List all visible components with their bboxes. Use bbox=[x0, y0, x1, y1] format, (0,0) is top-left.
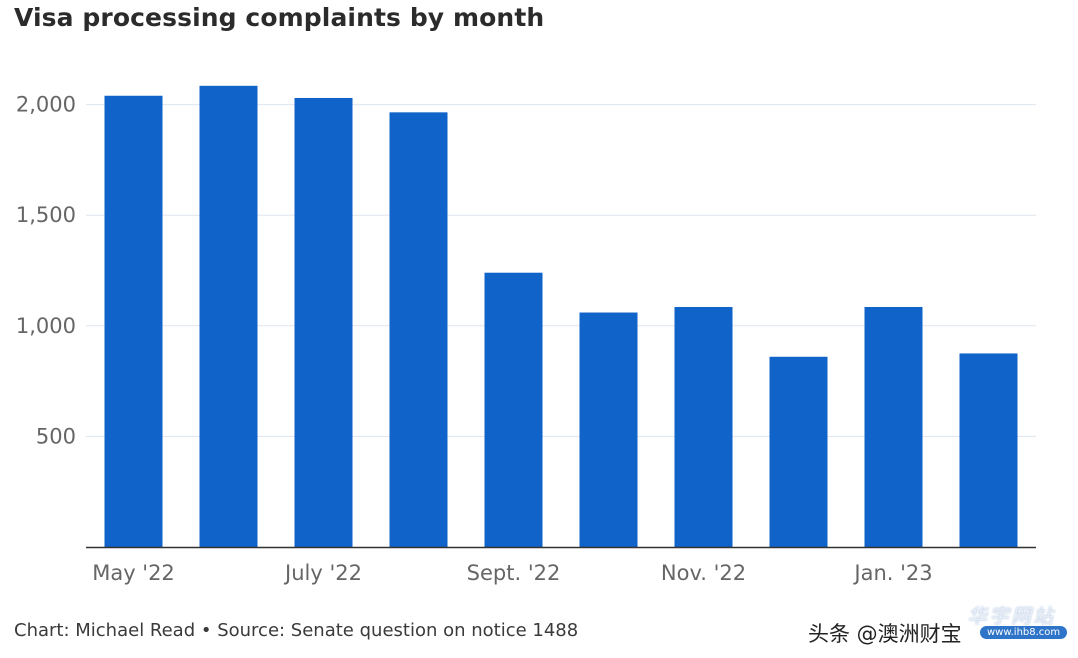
bar bbox=[769, 356, 828, 547]
y-tick-label: 1,500 bbox=[16, 203, 76, 227]
x-tick-label: July '22 bbox=[283, 561, 362, 585]
watermark-logo: 华宇网站 www.ihb8.com bbox=[958, 600, 1068, 648]
bar bbox=[864, 306, 923, 547]
x-tick-label: Sept. '22 bbox=[467, 561, 561, 585]
watermark-logo-text: 华宇网站 bbox=[967, 604, 1055, 628]
y-tick-label: 500 bbox=[36, 424, 76, 448]
bar-chart: 500 1,000 1,500 2,000 May '22 July '22 Sept. '… bbox=[16, 85, 1036, 585]
bar bbox=[959, 353, 1018, 547]
bar bbox=[104, 95, 163, 547]
bar bbox=[579, 312, 638, 547]
watermark-logo-url: www.ihb8.com bbox=[980, 626, 1068, 639]
x-tick-label: Jan. '23 bbox=[852, 561, 932, 585]
bar bbox=[484, 272, 543, 547]
x-tick-label: May '22 bbox=[92, 561, 175, 585]
chart-title: Visa processing complaints by month bbox=[14, 3, 545, 32]
x-tick-label: Nov. '22 bbox=[661, 561, 746, 585]
bar bbox=[389, 112, 448, 547]
bar bbox=[674, 306, 733, 547]
y-tick-label: 1,000 bbox=[16, 314, 76, 338]
watermark-text: 头条 @澳洲财宝 bbox=[808, 622, 962, 646]
bar bbox=[199, 85, 258, 547]
bar bbox=[294, 97, 353, 548]
chart-source-credit: Chart: Michael Read • Source: Senate que… bbox=[14, 620, 579, 641]
y-tick-label: 2,000 bbox=[16, 93, 76, 117]
